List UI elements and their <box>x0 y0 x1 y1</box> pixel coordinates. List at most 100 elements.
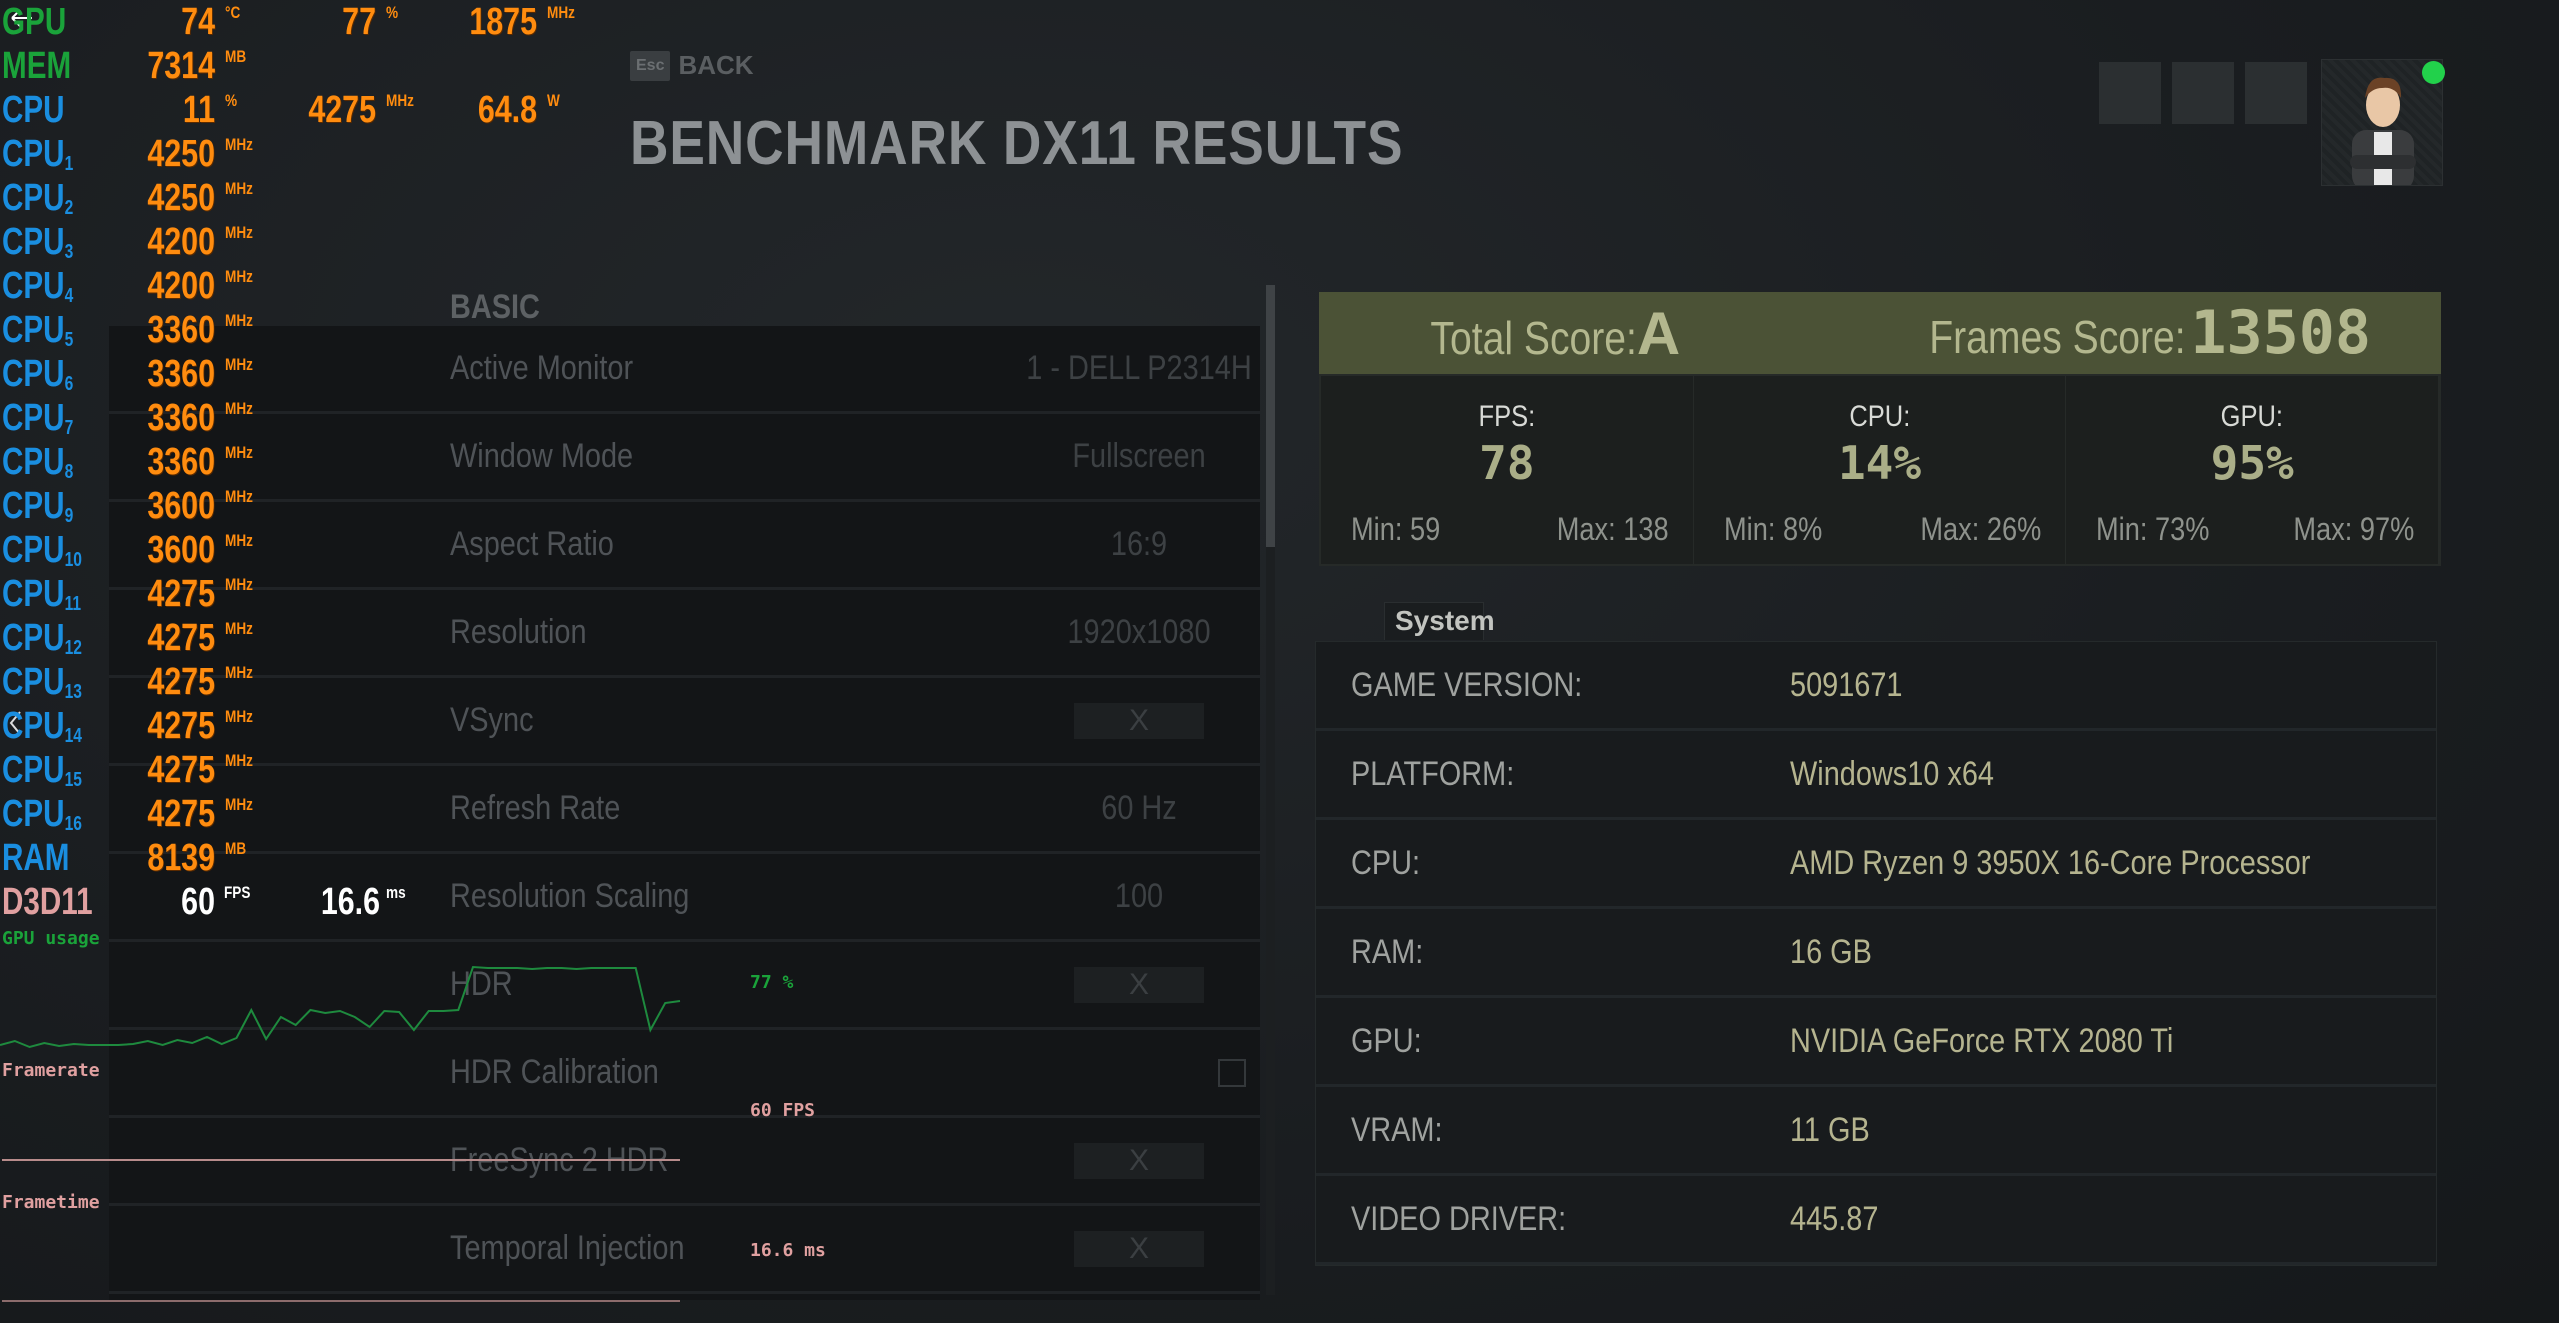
osd-label: CPU9 <box>2 484 73 538</box>
back-arrow-icon[interactable] <box>8 6 38 30</box>
total-score-label: Total Score: <box>1430 311 1637 364</box>
setting-label: VSync <box>450 701 534 739</box>
osd-label: CPU15 <box>2 748 82 802</box>
osd-label-index: 16 <box>64 813 82 835</box>
osd-label: CPU10 <box>2 528 82 582</box>
setting-row[interactable]: VSync X <box>109 678 1260 766</box>
setting-label: Resolution Scaling <box>450 877 690 915</box>
framerate-graph-label: Framerate <box>2 1060 100 1081</box>
system-key: VRAM: <box>1351 1110 1443 1149</box>
osd-label-text: CPU <box>2 177 65 219</box>
osd-value: 4250 <box>147 133 215 175</box>
osd-label: MEM <box>2 44 71 88</box>
osd-label-text: CPU <box>2 485 65 527</box>
setting-row[interactable]: Aspect Ratio 16:9 <box>109 502 1260 590</box>
setting-label: Aspect Ratio <box>450 525 614 563</box>
toggle-checkbox[interactable]: X <box>1074 1142 1204 1179</box>
setting-dropdown-value[interactable]: 60 Hz <box>1101 789 1177 827</box>
osd-label-index: 11 <box>64 593 82 615</box>
avatar[interactable] <box>2321 59 2443 186</box>
profile-slot-3[interactable] <box>2245 62 2307 124</box>
setting-stepper-value[interactable]: 100 <box>1114 877 1164 915</box>
stat-min: Min: 59 <box>1351 511 1441 547</box>
setting-row[interactable]: Temporal Injection X <box>109 1206 1260 1294</box>
osd-label-text: CPU <box>2 705 65 747</box>
osd-label-index: 8 <box>64 461 74 483</box>
osd-unit: MHz <box>225 179 253 198</box>
profile-slot-2[interactable] <box>2172 62 2234 124</box>
setting-dropdown-value[interactable]: 16:9 <box>1110 525 1168 563</box>
osd-unit: W <box>547 91 560 110</box>
system-key: RAM: <box>1351 932 1424 971</box>
osd-label: CPU <box>2 88 65 132</box>
setting-row[interactable]: Resolution Scaling 100 <box>109 854 1260 942</box>
system-value: Windows10 x64 <box>1790 754 1995 793</box>
osd-label-text: CPU <box>2 265 65 307</box>
tab-system[interactable]: System <box>1384 602 1495 640</box>
setting-label: Refresh Rate <box>450 789 621 827</box>
frames-score-label: Frames Score: <box>1929 311 2186 363</box>
osd-unit: MHz <box>225 223 253 242</box>
osd-value: 11 <box>182 89 215 131</box>
profile-slot-1[interactable] <box>2099 62 2161 124</box>
osd-value: 1875 <box>469 1 537 43</box>
scrollbar-track[interactable] <box>1266 285 1275 1295</box>
osd-label-index: 12 <box>64 637 82 659</box>
osd-label-index: 6 <box>64 373 74 395</box>
osd-label: CPU6 <box>2 352 73 406</box>
system-row: PLATFORM: Windows10 x64 <box>1316 731 2436 820</box>
setting-row[interactable]: Resolution 1920x1080 <box>109 590 1260 678</box>
setting-row[interactable]: FreeSync 2 HDR X <box>109 1118 1260 1206</box>
osd-value: 7314 <box>147 45 215 87</box>
external-link-icon[interactable] <box>1218 1058 1246 1087</box>
setting-row[interactable]: HDR Calibration <box>109 1030 1260 1118</box>
osd-label-text: CPU <box>2 441 65 483</box>
setting-dropdown-value[interactable]: 1 - DELL P2314H <box>1026 349 1252 387</box>
system-row: VIDEO DRIVER: 445.87 <box>1316 1176 2436 1265</box>
osd-value: 77 <box>342 1 376 43</box>
osd-label-text: CPU <box>2 221 65 263</box>
setting-row[interactable]: HDR X <box>109 942 1260 1030</box>
osd-unit: % <box>386 3 399 22</box>
stat-max: Max: 26% <box>1920 511 2042 547</box>
chevron-left-icon[interactable] <box>6 708 26 738</box>
stat-cpu: CPU: 14% Min: 8% Max: 26% <box>1694 376 2067 564</box>
osd-label-index: 3 <box>64 241 74 263</box>
toggle-checkbox[interactable]: X <box>1074 702 1204 739</box>
toggle-checkbox[interactable]: X <box>1074 966 1204 1003</box>
osd-label: CPU5 <box>2 308 73 362</box>
setting-dropdown-value[interactable]: Fullscreen <box>1072 437 1206 475</box>
osd-label-index: 2 <box>64 197 74 219</box>
osd-unit: % <box>225 91 238 110</box>
osd-label-index: 7 <box>64 417 74 439</box>
osd-label-text: CPU <box>2 617 65 659</box>
page-title: BENCHMARK DX11 RESULTS <box>630 109 1404 178</box>
osd-value: 4200 <box>147 221 215 263</box>
setting-dropdown-value[interactable]: 1920x1080 <box>1067 613 1211 651</box>
osd-label-index: 15 <box>64 769 82 791</box>
system-key: VIDEO DRIVER: <box>1351 1199 1567 1238</box>
scrollbar-thumb[interactable] <box>1266 285 1275 547</box>
back-button[interactable]: Esc BACK <box>630 50 754 81</box>
osd-label: CPU7 <box>2 396 73 450</box>
osd-label-text: CPU <box>2 309 65 351</box>
system-key: CPU: <box>1351 843 1421 882</box>
osd-label-text: CPU <box>2 573 65 615</box>
stat-value: 14% <box>1837 436 1922 490</box>
osd-label: CPU1 <box>2 132 73 186</box>
system-value: AMD Ryzen 9 3950X 16-Core Processor <box>1790 843 2311 882</box>
setting-label: HDR Calibration <box>450 1053 659 1091</box>
setting-row[interactable]: Window Mode Fullscreen <box>109 414 1260 502</box>
osd-label: RAM <box>2 836 70 880</box>
osd-label: CPU16 <box>2 792 82 846</box>
osd-label-text: RAM <box>2 837 70 879</box>
setting-row[interactable]: Active Monitor 1 - DELL P2314H <box>109 326 1260 414</box>
system-value: NVIDIA GeForce RTX 2080 Ti <box>1790 1021 2174 1060</box>
osd-label-text: CPU <box>2 397 65 439</box>
toggle-checkbox[interactable]: X <box>1074 1230 1204 1267</box>
system-row: VRAM: 11 GB <box>1316 1087 2436 1176</box>
osd-unit: MHz <box>225 135 253 154</box>
setting-row[interactable]: Refresh Rate 60 Hz <box>109 766 1260 854</box>
system-row: GAME VERSION: 5091671 <box>1316 642 2436 731</box>
stat-fps: FPS: 78 Min: 59 Max: 138 <box>1321 376 1694 564</box>
